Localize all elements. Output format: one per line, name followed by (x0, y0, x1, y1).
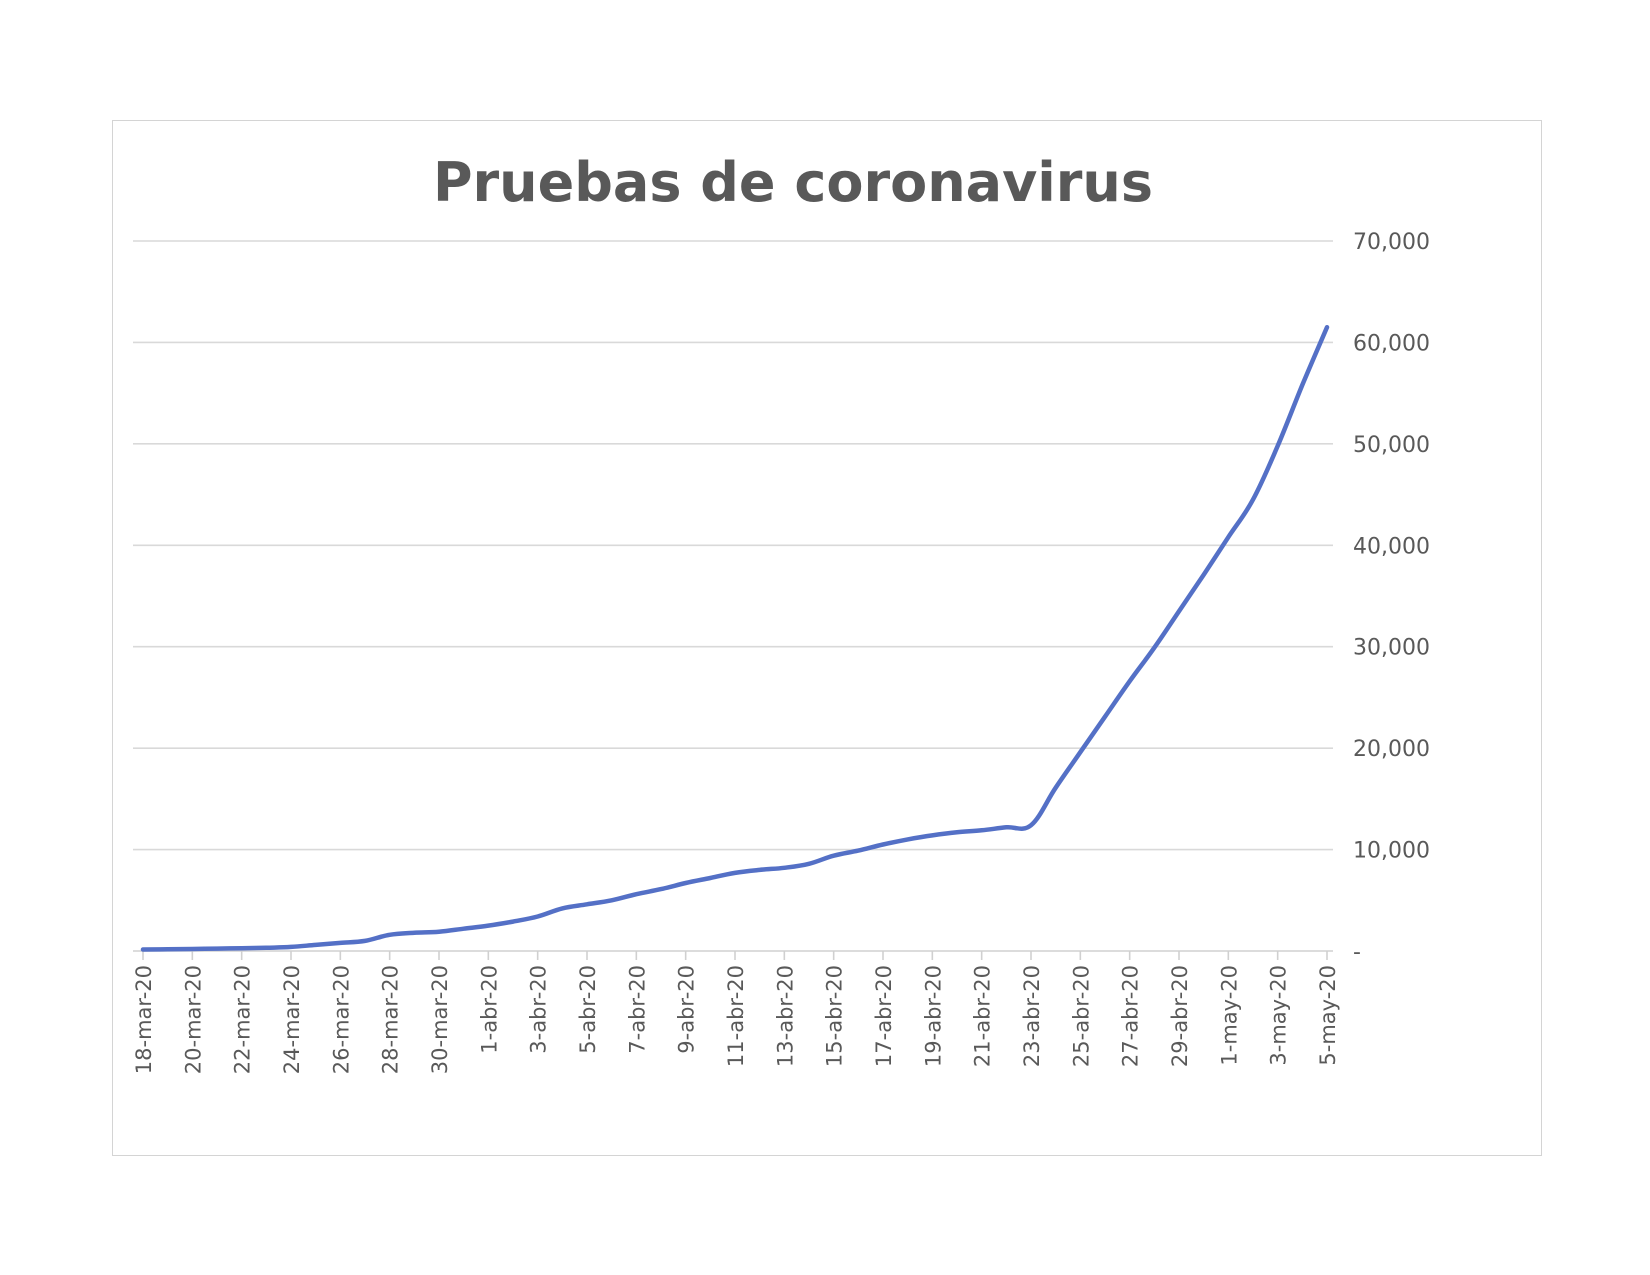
data-point (634, 892, 638, 896)
y-axis-tick-labels: - 10,000 20,000 30,000 40,000 50,000 60,000 70,… (1353, 230, 1430, 965)
data-point (1226, 535, 1230, 539)
x-tick-label: 11-abr-20 (724, 965, 748, 1067)
x-tick-label: 3-abr-20 (527, 965, 551, 1054)
chart-frame: Pruebas de coronavirus - 10,000 20,000 30,0… (112, 120, 1542, 1156)
x-tick-label: 17-abr-20 (872, 965, 896, 1067)
line-chart: Pruebas de coronavirus - 10,000 20,000 30,0… (132, 151, 1430, 1074)
x-tick-label: 5-may-20 (1316, 965, 1340, 1066)
data-point (511, 919, 515, 923)
x-tick-label: 26-mar-20 (329, 965, 353, 1074)
chart-title: Pruebas de coronavirus (433, 151, 1153, 214)
data-point (1275, 444, 1279, 448)
data-point (141, 947, 145, 951)
data-point (831, 853, 835, 857)
data-point (215, 946, 219, 950)
data-point (683, 881, 687, 885)
data-point (807, 862, 811, 866)
x-tick-label: 1-may-20 (1217, 965, 1241, 1066)
data-point (955, 830, 959, 834)
data-point (264, 946, 268, 950)
y-tick-label: - (1353, 940, 1361, 965)
x-tick-label: 15-abr-20 (823, 965, 847, 1067)
data-point (412, 931, 416, 935)
y-tick-label: 40,000 (1353, 534, 1430, 559)
data-point (1004, 825, 1008, 829)
data-point (486, 923, 490, 927)
data-point (1251, 497, 1255, 501)
x-tick-label: 18-mar-20 (132, 965, 156, 1074)
x-tick-label: 7-abr-20 (625, 965, 649, 1054)
y-tick-label: 50,000 (1353, 433, 1430, 458)
x-tick-label: 3-may-20 (1267, 965, 1291, 1066)
data-point (387, 933, 391, 937)
x-tick-label: 23-abr-20 (1020, 965, 1044, 1067)
x-tick-label: 28-mar-20 (379, 965, 403, 1074)
data-point (1325, 325, 1329, 329)
data-point (1029, 823, 1033, 827)
x-tick-label: 19-abr-20 (921, 965, 945, 1067)
data-point (905, 837, 909, 841)
series-line (140, 324, 1330, 952)
series-layer (140, 324, 1330, 952)
data-point (1078, 750, 1082, 754)
data-point (363, 939, 367, 943)
data-point (585, 902, 589, 906)
data-point (708, 876, 712, 880)
data-point (930, 833, 934, 837)
data-point (1201, 573, 1205, 577)
x-tick-label: 5-abr-20 (576, 965, 600, 1054)
x-tick-label: 1-abr-20 (477, 965, 501, 1054)
data-point (560, 906, 564, 910)
data-point (979, 828, 983, 832)
data-point (782, 866, 786, 870)
data-point (338, 941, 342, 945)
x-tick-label: 21-abr-20 (971, 965, 995, 1067)
y-tick-label: 20,000 (1353, 737, 1430, 762)
data-point (1152, 646, 1156, 650)
x-tick-label: 25-abr-20 (1069, 965, 1093, 1067)
data-point (1127, 679, 1131, 683)
data-point (437, 930, 441, 934)
gridlines (133, 240, 1333, 952)
data-point (461, 926, 465, 930)
data-point (289, 945, 293, 949)
x-tick-label: 9-abr-20 (675, 965, 699, 1054)
x-tick-label: 30-mar-20 (428, 965, 452, 1074)
y-tick-label: 10,000 (1353, 839, 1430, 864)
data-point (1053, 786, 1057, 790)
data-point (856, 848, 860, 852)
x-axis-tick-labels: 18-mar-20 20-mar-20 22-mar-20 24-mar-20 26-m… (132, 951, 1340, 1074)
x-tick-label: 20-mar-20 (181, 965, 205, 1074)
data-point (1177, 609, 1181, 613)
x-tick-label: 13-abr-20 (773, 965, 797, 1067)
data-point (1300, 383, 1304, 387)
data-point (757, 868, 761, 872)
y-tick-label: 30,000 (1353, 636, 1430, 661)
data-point (609, 898, 613, 902)
data-point (881, 842, 885, 846)
data-point (659, 887, 663, 891)
data-point (239, 946, 243, 950)
y-tick-label: 60,000 (1353, 331, 1430, 356)
data-point (733, 871, 737, 875)
x-tick-label: 22-mar-20 (231, 965, 255, 1074)
data-point (313, 943, 317, 947)
data-point (535, 914, 539, 918)
data-point (190, 947, 194, 951)
y-tick-label: 70,000 (1353, 230, 1430, 255)
x-tick-label: 27-abr-20 (1119, 965, 1143, 1067)
data-point (165, 947, 169, 951)
data-point (1103, 715, 1107, 719)
x-tick-label: 24-mar-20 (280, 965, 304, 1074)
x-tick-label: 29-abr-20 (1168, 965, 1192, 1067)
